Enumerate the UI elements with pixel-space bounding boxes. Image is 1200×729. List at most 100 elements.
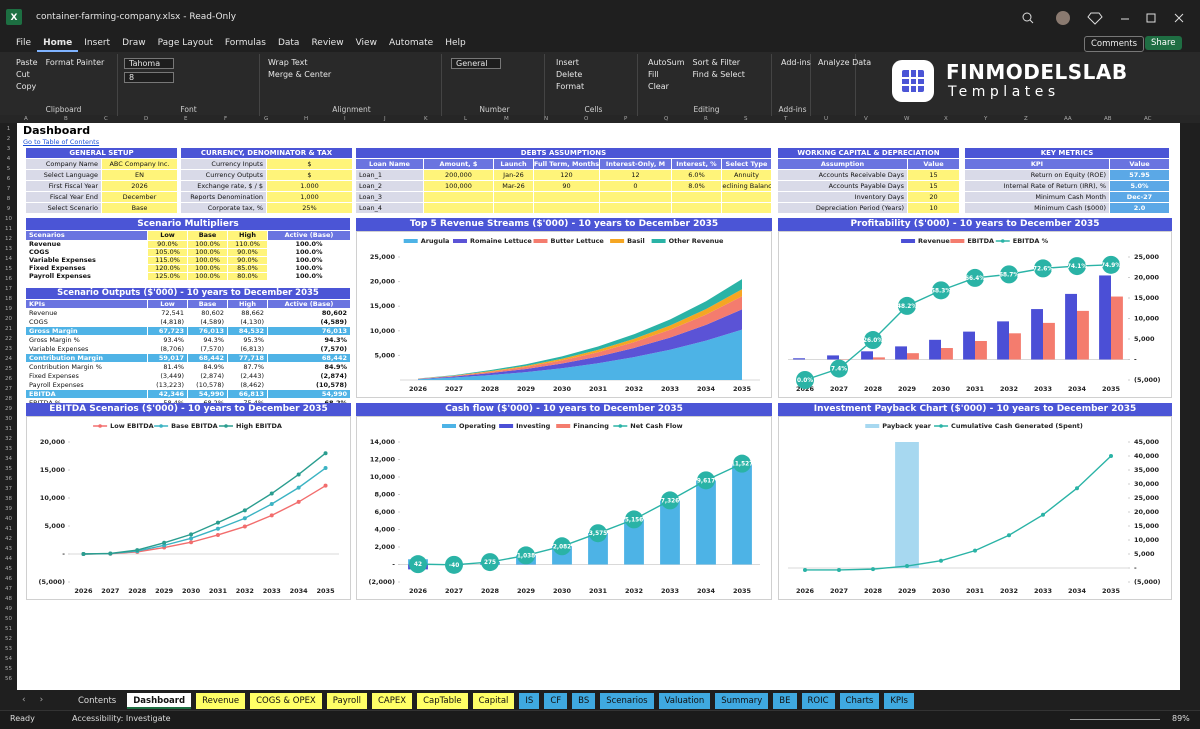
legend-label: Investing [516,422,551,430]
menu-item[interactable]: Automate [388,38,434,48]
sheet-tab[interactable]: BE [773,693,797,709]
ribbon-button[interactable]: Tahoma [124,58,174,69]
table-cell: 20 [908,192,960,203]
value-badge [932,281,950,300]
value-badge [697,471,715,490]
table-cell: 76,013 [268,327,351,336]
legend-swatch [533,239,548,243]
y-tick-label: 8,000 [374,491,395,499]
sheet-tab[interactable]: Capital [472,693,515,709]
table-header: Launch [494,159,534,170]
value-badge [966,268,984,287]
ribbon-group: Add-ins Add-ins [775,54,811,116]
ribbon-button[interactable]: General [451,58,501,69]
row-header: 49 [5,606,12,612]
logo-grid [902,70,924,92]
ribbon-button[interactable]: Clear [648,82,669,91]
column-header: G [264,116,269,122]
table-cell: 105.0% [148,249,188,257]
table-cell: Inventory Days [778,192,908,203]
sheet-tab[interactable]: IS [519,693,540,709]
menu-item[interactable]: Home [37,36,79,52]
ribbon-button[interactable]: Merge & Center [268,70,332,79]
sheet-tab[interactable]: Summary [715,693,769,709]
ribbon-button[interactable]: Analyze Data [818,58,872,67]
sheet-tab[interactable]: CapTable [417,693,468,709]
ribbon-button[interactable]: AutoSum [648,58,685,67]
ribbon-button[interactable]: Delete [556,70,583,79]
sheet-tab[interactable]: BS [572,693,596,709]
sheet-tab[interactable]: Contents [72,693,123,709]
menu-item[interactable]: Insert [84,38,111,48]
tab-nav[interactable]: ‹› [22,695,58,705]
logo-grid-lines [902,70,924,92]
ribbon-button[interactable]: Insert [556,58,579,67]
window-controls[interactable] [1015,8,1195,28]
x-tick-label: 2035 [1102,587,1121,595]
scrollbar[interactable] [1182,123,1200,690]
row-header: 28 [5,396,12,402]
x-tick-label: 2033 [1034,385,1052,393]
menu-item[interactable]: Data [277,38,300,48]
ribbon-group: Wrap Text Merge & Center Alignment [262,54,442,116]
ribbon-button[interactable]: Add-ins [781,58,811,67]
data-label: 74.9% [1101,263,1121,269]
ribbon-button[interactable]: Copy [16,82,37,91]
sheet-tab[interactable]: CF [544,693,568,709]
table-cell: EBITDA [26,390,148,399]
x-tick-label: 2026 [796,587,815,595]
table-cell: 76,013 [188,327,228,336]
value-badge [625,510,643,529]
comments-button[interactable]: Comments [1084,36,1145,52]
zoom-slider[interactable] [1070,719,1160,720]
y-tick-label: 15,000 [40,466,66,474]
sheet-tab[interactable]: Valuation [658,693,711,709]
ribbon-button[interactable]: 8 [124,72,174,83]
sheet-tab[interactable]: COGS & OPEX [250,693,322,709]
ribbon-button[interactable]: Fill [648,70,659,79]
sheet-tab[interactable]: Charts [839,693,880,709]
ribbon-button[interactable]: Format [556,82,585,91]
legend-swatch [453,239,467,243]
table-cell: (3,449) [148,372,188,381]
sheet-tab[interactable]: Payroll [326,693,367,709]
ribbon-button[interactable]: Sort & Filter [692,58,741,67]
x-tick-label: 2029 [898,385,917,393]
column-header: S [744,116,748,122]
table-cell: 57.95 [1110,170,1170,181]
share-button[interactable]: Share [1145,36,1182,50]
table-cell: Accounts Receivable Days [778,170,908,181]
sheet-tab[interactable]: Revenue [196,693,246,709]
ribbon-button[interactable]: Find & Select [692,70,745,79]
column-header: Q [664,116,669,122]
ribbon-button[interactable]: Paste [16,58,38,67]
menu-item[interactable]: Formulas [224,38,266,48]
table-cell [722,203,772,214]
sheet-tab[interactable]: ROIC [801,693,835,709]
menu-item[interactable]: Draw [122,38,146,48]
y-tick-label: 15,000 [1134,294,1160,302]
menu-item[interactable]: File [16,38,32,48]
ribbon-button[interactable]: Cut [16,70,30,79]
value-badge [517,546,535,565]
data-label: 74.1% [1067,264,1087,270]
sheet-tab[interactable]: CAPEX [371,693,413,709]
sheet-tab[interactable]: KPIs [884,693,914,709]
menu-item[interactable]: Page Layout [157,38,213,48]
bar [793,358,805,360]
menu-item[interactable]: Review [311,38,344,48]
table-cell: 88,662 [228,309,268,318]
menu-item[interactable]: Help [445,38,466,48]
sheet-tab[interactable]: Dashboard [127,693,192,709]
y-tick-label: - [62,550,65,558]
toc-link[interactable]: Go to Table of Contents [23,138,100,146]
sheet-tab[interactable]: Scenarios [600,693,654,709]
row-header: 1 [6,126,11,132]
legend-label: Payback year [882,422,932,430]
chart-title: Cash flow ($'000) - 10 years to December… [356,403,772,416]
ribbon-button[interactable]: Wrap Text [268,58,308,67]
menu-item[interactable]: View [355,38,377,48]
row-header: 4 [6,156,11,162]
ribbon-button[interactable]: Format Painter [45,58,105,67]
status-accessibility[interactable]: Accessibility: Investigate [72,714,171,723]
